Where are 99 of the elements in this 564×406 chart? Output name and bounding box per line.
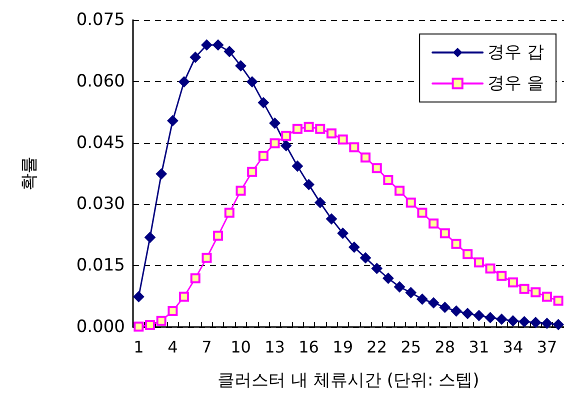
point [439,302,450,313]
point [394,186,405,196]
point [348,242,360,253]
point [280,140,292,152]
y-axis-title: 확률 [20,156,40,190]
point [394,281,406,292]
point [247,166,258,177]
point [178,76,190,88]
point [190,52,201,63]
point [372,163,382,174]
point [235,60,246,72]
point [212,39,224,50]
point [156,316,166,326]
point [236,186,246,196]
x-axis-title: 클러스터 내 체류시간 (단위: 스텝) [218,370,480,390]
point [202,252,212,263]
point [326,213,337,224]
point [326,128,336,138]
y-tick-label: 0.015 [76,256,125,276]
point [201,39,212,50]
point [542,292,552,302]
point [337,228,348,239]
x-tick-label: 34 [502,338,524,356]
point [224,208,234,218]
point [213,230,224,241]
point [269,118,280,129]
point [246,76,258,88]
point [485,263,496,274]
point [360,152,371,163]
point [484,312,496,324]
point [508,277,518,288]
point [303,179,314,190]
point [371,262,382,274]
x-tick-label: 16 [298,338,319,356]
point [156,168,167,180]
point [382,272,394,284]
point [428,218,439,228]
point [133,291,144,302]
point [451,238,462,249]
point [496,270,507,281]
x-tick-label: 13 [264,338,285,356]
point [519,284,530,294]
x-tick-label: 25 [400,338,422,356]
point [258,97,269,108]
point [405,287,416,298]
point [552,319,564,330]
x-tick-label: 31 [468,338,490,356]
point [473,310,484,322]
point [144,232,156,243]
point [304,122,314,132]
x-tick-label: 19 [332,338,354,356]
point [428,297,440,308]
point [270,138,280,148]
point [314,197,326,208]
point [530,287,541,298]
point [292,160,303,172]
y-tick-label: 0.030 [76,194,125,214]
point [292,124,302,134]
point [462,308,474,319]
point [406,198,416,208]
y-tick-label: 0.000 [76,317,125,337]
legend-label: 경우 갑 [488,42,544,62]
point [179,292,190,302]
x-tick-label: 28 [434,338,456,356]
point [474,257,484,268]
point [518,316,530,328]
point [145,320,156,330]
point [440,228,450,238]
point [383,175,394,186]
x-tick-label: 10 [230,338,251,356]
point [416,294,428,305]
point [281,130,292,141]
point [553,296,564,306]
point [462,249,473,260]
x-tick-label: 4 [168,338,178,356]
point [450,306,462,317]
point [360,252,372,264]
x-tick-label: 7 [202,338,212,356]
y-tick-label: 0.045 [76,132,125,153]
point [315,124,326,134]
point [167,115,178,126]
point [258,150,268,161]
point [417,208,428,218]
point [224,46,235,58]
legend-label: 경우 을 [488,74,544,94]
x-tick-label: 1 [134,338,144,356]
y-tick-label: 0.060 [76,71,125,92]
x-tick-label: 37 [536,338,558,356]
point [349,142,360,152]
point [530,316,542,328]
point [338,134,348,145]
point [507,315,518,326]
point [168,306,178,316]
point [496,314,508,325]
point [190,273,200,284]
point [134,322,144,332]
point [541,318,552,329]
y-tick-label: 0.075 [76,10,125,30]
x-tick-label: 22 [366,338,388,356]
